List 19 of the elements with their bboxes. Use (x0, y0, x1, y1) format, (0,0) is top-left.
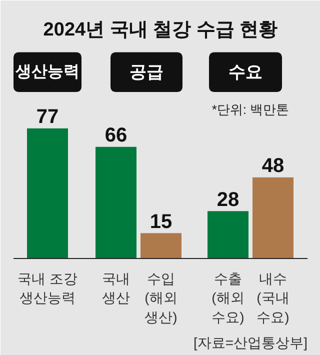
bar (252, 177, 294, 258)
data-label: 48 (262, 155, 284, 178)
x-tick-label: 수출 (해외 수요) (212, 270, 244, 325)
bar (27, 128, 68, 258)
text: 생산능력 (14, 64, 80, 81)
x-tick-label: 국내 생산 (102, 270, 130, 306)
bar (140, 233, 182, 258)
text: 수요 (228, 62, 262, 82)
chart-title: 2024년 국내 철강 수급 현황 (43, 20, 278, 40)
x-tick-label: 내수 (국내 수요) (256, 270, 290, 325)
data-label: 77 (36, 106, 59, 128)
data-label: 15 (150, 210, 172, 233)
x-tick-label: 수입 (해외 생산) (144, 270, 178, 325)
data-label: 28 (216, 188, 240, 211)
data-label: 66 (104, 124, 128, 147)
text: *단위: 백만톤 (212, 102, 290, 117)
text: 공급 (130, 62, 164, 82)
text: [자료=산업통상부] (194, 334, 308, 350)
x-tick-label: 국내 조강 생산능력 (18, 270, 78, 306)
